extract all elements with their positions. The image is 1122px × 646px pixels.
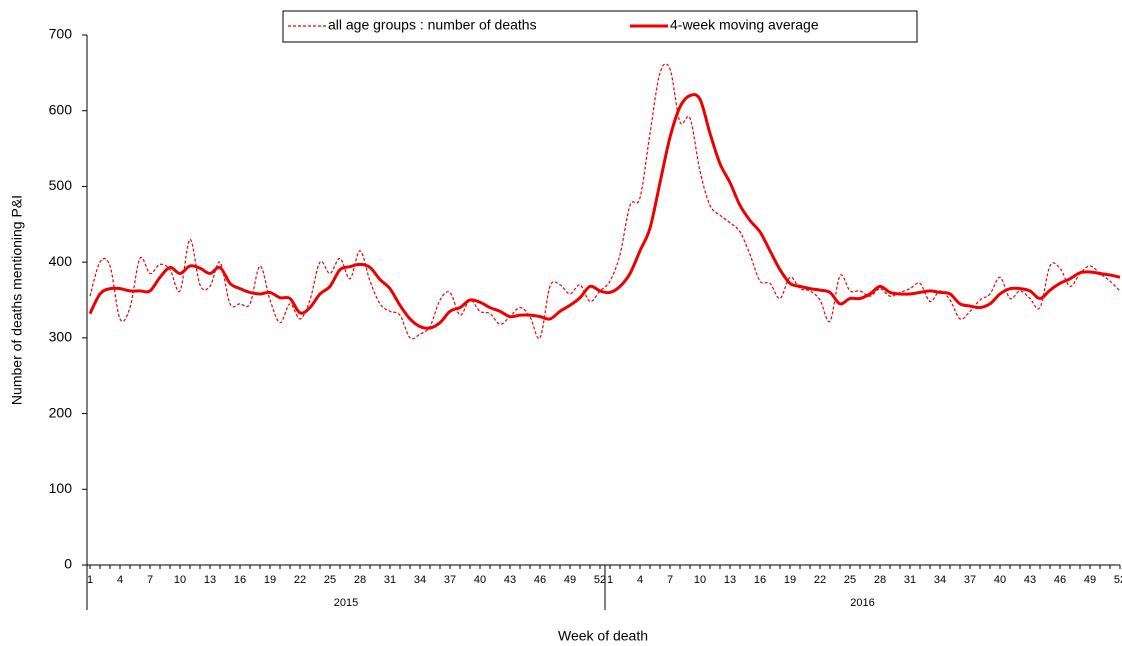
x-tick-label: 13	[204, 574, 216, 586]
x-tick-label: 19	[264, 574, 276, 586]
x-tick-label: 43	[1024, 574, 1036, 586]
x-tick-label: 4	[637, 574, 643, 586]
series-line	[88, 93, 1121, 330]
x-tick-label: 28	[874, 574, 886, 586]
x-tick-label: 25	[324, 574, 336, 586]
x-tick-label: 1	[607, 574, 613, 586]
x-tick-label: 40	[994, 574, 1006, 586]
x-tick-label: 46	[534, 574, 546, 586]
x-tick-label: 52	[1114, 574, 1122, 586]
x-tick-label: 7	[667, 574, 673, 586]
x-tick-label: 52	[594, 574, 606, 586]
x-tick-label: 49	[564, 574, 576, 586]
x-tick-label: 10	[174, 574, 186, 586]
x-tick-label: 37	[964, 574, 976, 586]
y-tick-label: 100	[49, 480, 73, 496]
x-axis-title: Week of death	[558, 628, 648, 644]
x-tick-label: 40	[474, 574, 486, 586]
x-tick-label: 25	[844, 574, 856, 586]
x-tick-label: 34	[414, 574, 426, 586]
x-tick-label: 49	[1084, 574, 1096, 586]
x-tick-label: 22	[814, 574, 826, 586]
series-line	[89, 63, 1121, 340]
x-tick-label: 19	[784, 574, 796, 586]
x-tick-label: 28	[354, 574, 366, 586]
y-tick-label: 400	[49, 253, 73, 269]
x-tick-label: 13	[724, 574, 736, 586]
x-tick-label: 16	[754, 574, 766, 586]
legend-label: 4-week moving average	[670, 17, 819, 33]
x-tick-label: 22	[294, 574, 306, 586]
x-tick-label: 10	[694, 574, 706, 586]
y-tick-label: 600	[49, 101, 73, 117]
y-tick-label: 500	[49, 177, 73, 193]
y-tick-label: 300	[49, 329, 73, 345]
x-tick-label: 37	[444, 574, 456, 586]
x-tick-label: 46	[1054, 574, 1066, 586]
y-tick-label: 200	[49, 404, 73, 420]
x-tick-label: 43	[504, 574, 516, 586]
x-group-label: 2016	[850, 597, 874, 609]
x-tick-label: 4	[117, 574, 123, 586]
y-axis-title: Number of deaths mentioning P&I	[9, 195, 25, 405]
x-tick-label: 34	[934, 574, 946, 586]
x-tick-label: 1	[87, 574, 93, 586]
x-group-label: 2015	[334, 597, 358, 609]
x-tick-label: 16	[234, 574, 246, 586]
x-tick-label: 7	[147, 574, 153, 586]
legend-label: all age groups : number of deaths	[328, 17, 537, 33]
x-tick-label: 31	[384, 574, 396, 586]
legend-box	[282, 10, 918, 43]
y-tick-label: 700	[49, 26, 73, 42]
y-tick-label: 0	[64, 556, 72, 572]
x-tick-label: 31	[904, 574, 916, 586]
